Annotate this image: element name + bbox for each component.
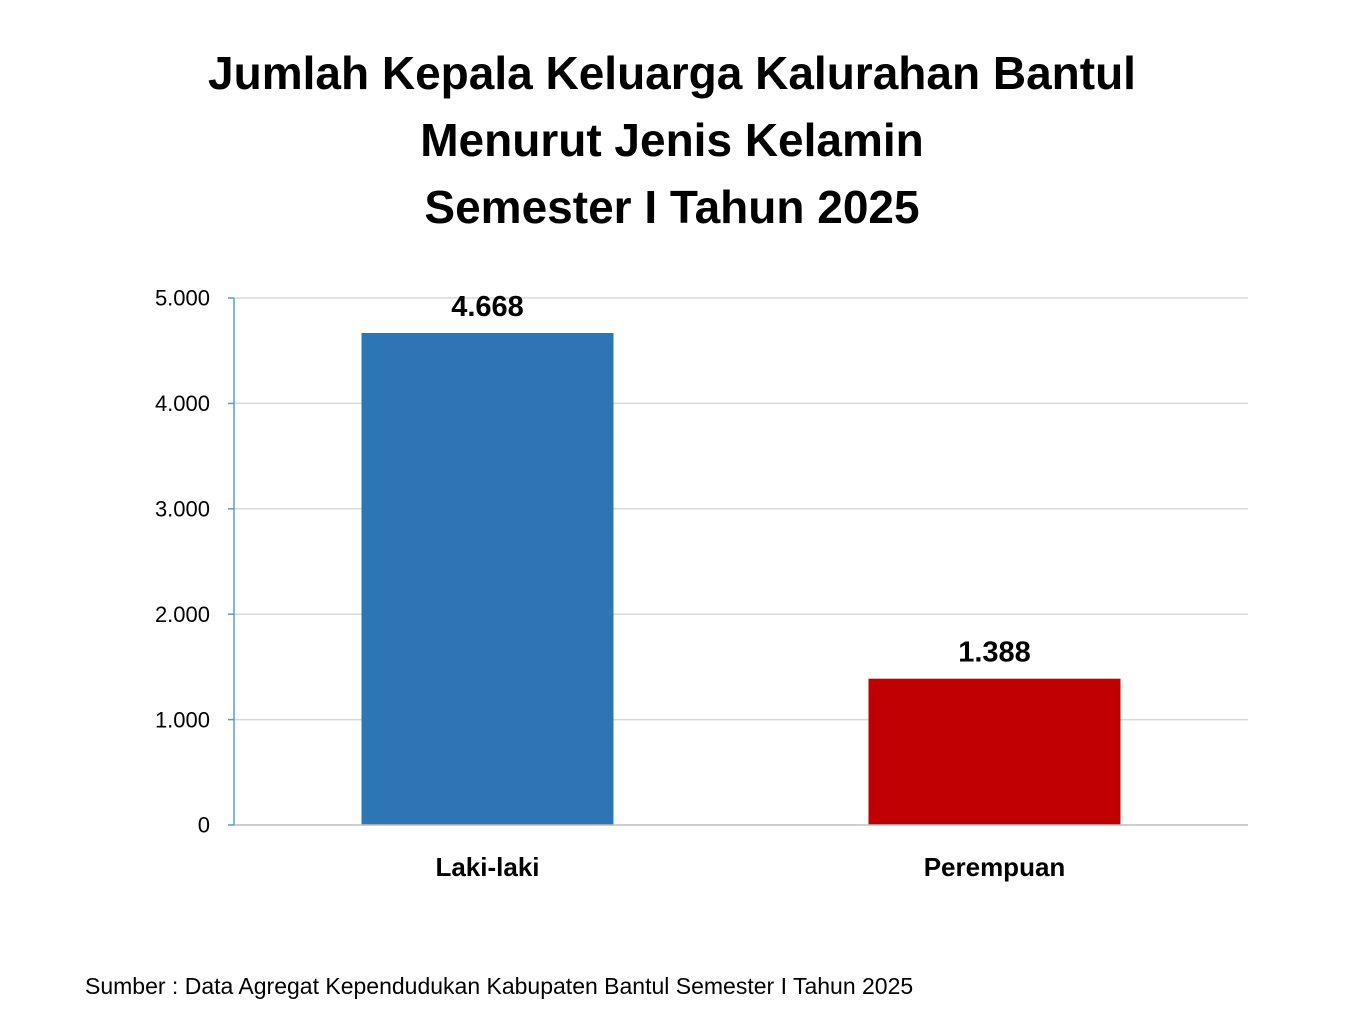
x-tick-label-perempuan: Perempuan	[924, 852, 1066, 882]
chart-labels: 0 1.000 2.000 3.000 4.000 5.000 4.668 Laki-laki…	[155, 286, 1065, 882]
chart-title: Jumlah Kepala Keluarga Kalurahan Bantul …	[0, 40, 1344, 241]
axes	[228, 297, 1248, 826]
chart-title-line-1: Jumlah Kepala Keluarga Kalurahan Bantul	[208, 47, 1136, 99]
chart-title-line-2: Menurut Jenis Kelamin	[420, 114, 924, 166]
bars	[361, 332, 1121, 825]
y-tick-label: 5.000	[155, 286, 210, 311]
x-tick-label-laki-laki: Laki-laki	[435, 852, 539, 882]
y-tick-label: 1.000	[155, 707, 210, 732]
data-label-laki-laki: 4.668	[451, 291, 524, 323]
source-note: Sumber : Data Agregat Kependudukan Kabup…	[85, 973, 914, 999]
bar-laki-laki	[361, 332, 614, 825]
y-tick-label: 3.000	[155, 497, 210, 522]
y-tick-label: 4.000	[155, 391, 210, 416]
y-tick-label: 2.000	[155, 602, 210, 627]
data-label-perempuan: 1.388	[958, 637, 1031, 669]
chart-title-line-3: Semester I Tahun 2025	[424, 181, 920, 233]
bar-perempuan	[868, 678, 1121, 825]
y-tick-label: 0	[198, 813, 210, 838]
